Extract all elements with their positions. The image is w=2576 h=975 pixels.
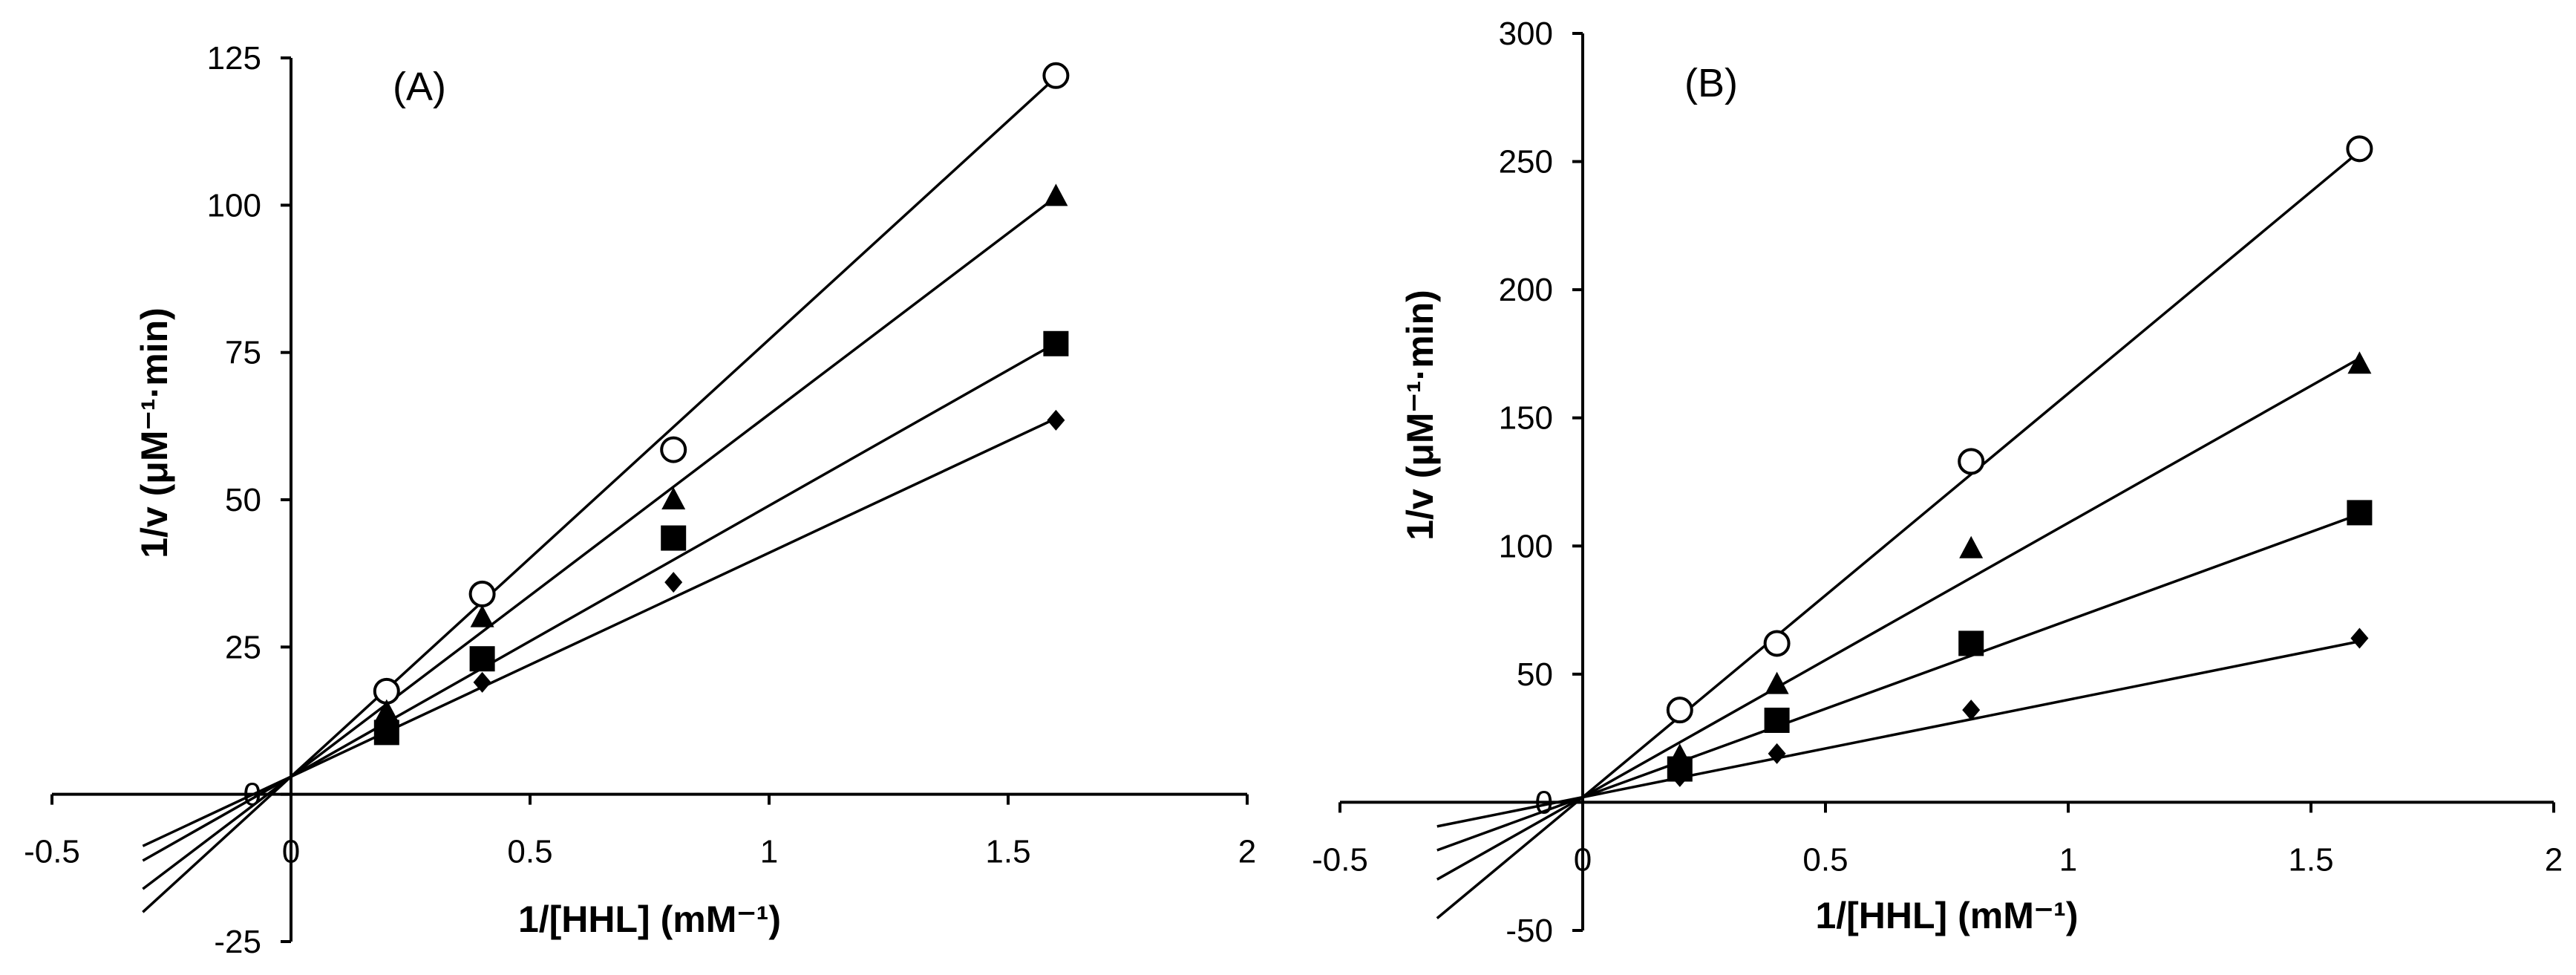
panel-b-point-square: [1958, 630, 1984, 656]
panel-a-fit-line: [142, 195, 1057, 890]
panel-a-point-triangle: [374, 699, 399, 722]
panel-a-x-axis-title: 1/[HHL] (mM⁻¹): [518, 899, 781, 940]
panel-a-x-tick-label: 1: [760, 834, 778, 870]
panel-b-x-tick-label: 0.5: [1802, 841, 1848, 878]
panel-a-point-triangle: [1044, 183, 1068, 206]
panel-a-point-circle-open: [660, 436, 687, 463]
panel-b-point-diamond: [2350, 627, 2369, 649]
panel-a-x-tick-label: 2: [1238, 834, 1256, 870]
panel-b-y-tick-label: 50: [1517, 656, 1553, 693]
panel-a-y-tick-label: 25: [225, 629, 261, 665]
panel-b-y-tick-label: 250: [1499, 144, 1553, 180]
panel-a-point-circle-open: [1042, 62, 1070, 89]
panel-a-point-diamond: [377, 716, 396, 737]
panel-b-y-axis-title: 1/v (μM⁻¹·min): [1399, 290, 1441, 541]
panel-b-point-circle-open: [1958, 448, 1985, 475]
panel-b-y-tick-label: 200: [1499, 272, 1553, 308]
panel-a-y-axis-title: 1/v (μM⁻¹·min): [134, 307, 175, 558]
panel-b-point-triangle: [1959, 535, 1984, 558]
panel-a-x-tick-label: 1.5: [985, 834, 1030, 870]
panel-a-fit-line: [142, 76, 1057, 913]
panel-a-point-triangle: [661, 487, 686, 509]
panel-b-y-tick-label: 150: [1499, 400, 1553, 437]
panel-a-point-square: [661, 525, 687, 551]
panel-b-point-diamond: [1670, 766, 1689, 787]
panel-b-point-square: [1764, 707, 1790, 733]
panel-b-point-circle-open: [1763, 630, 1791, 657]
panel-a-point-square: [469, 646, 495, 672]
panel-b-x-axis-title: 1/[HHL] (mM⁻¹): [1815, 895, 2078, 936]
panel-a-y-tick-label: -25: [214, 924, 261, 960]
panel-a: (A) 1/[HHL] (mM⁻¹) 1/v (μM⁻¹·min) -0.5 0 0…: [24, 40, 1256, 960]
panel-a-fit-line: [142, 417, 1057, 847]
panel-a-label: (A): [393, 65, 446, 109]
panel-b-point-diamond: [1962, 700, 1981, 721]
panel-a-point-diamond: [473, 671, 491, 693]
panel-a-point-diamond: [1047, 409, 1065, 431]
panel-b-point-diamond: [1768, 743, 1786, 764]
panel-b-point-triangle: [2347, 351, 2372, 374]
panel-b-point-triangle: [1765, 671, 1789, 694]
panel-a-y-tick-label: 75: [225, 335, 261, 371]
panel-b-y-tick-label: 300: [1499, 16, 1553, 52]
panel-b-y-tick-label: 100: [1499, 528, 1553, 564]
panel-a-point-circle-open: [468, 580, 496, 607]
panel-b-x-tick-label: -0.5: [1312, 841, 1368, 878]
panel-b-x-tick-label: 1: [2059, 841, 2077, 878]
panel-a-y-tick-label: 125: [207, 40, 261, 76]
panel-b-fit-line: [1436, 639, 2360, 828]
panel-b-x-tick-label: 2: [2545, 841, 2563, 878]
panel-a-y-tick-label: 100: [207, 187, 261, 224]
panel-b-point-square: [2347, 500, 2373, 526]
panel-b-fit-line: [1436, 357, 2361, 881]
panel-a-point-triangle: [470, 604, 494, 627]
panel-b: (B) 1/[HHL] (mM⁻¹) 1/v (μM⁻¹·min) -0.5 0 0…: [1312, 16, 2563, 949]
panel-b-fit-line: [1436, 150, 2361, 919]
panel-b-y-tick-label: -50: [1506, 913, 1553, 949]
panel-a-x-tick-label: 0: [282, 834, 300, 870]
panel-b-point-circle-open: [2346, 135, 2373, 163]
panel-a-point-square: [1043, 330, 1069, 356]
panel-a-x-tick-label: -0.5: [24, 834, 80, 870]
panel-b-point-circle-open: [1666, 697, 1693, 724]
panel-b-label: (B): [1684, 61, 1738, 105]
panel-a-y-tick-label: 50: [225, 482, 261, 518]
panel-b-x-tick-label: 1.5: [2288, 841, 2333, 878]
panel-a-point-diamond: [664, 572, 683, 593]
panel-b-x-tick-label: 0: [1574, 841, 1592, 878]
panel-a-x-tick-label: 0.5: [507, 834, 552, 870]
